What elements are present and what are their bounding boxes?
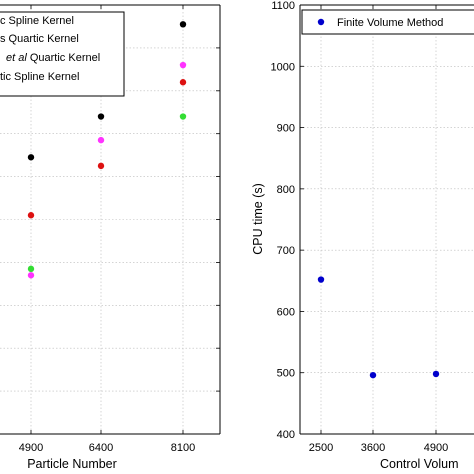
legend-entry-1: Finite Volume Method	[337, 17, 443, 29]
legend-entry-italic: et al	[6, 52, 27, 64]
y-tick-label: 800	[277, 184, 295, 196]
data-point-series-1	[179, 21, 187, 28]
y-tick-label: 600	[277, 306, 295, 318]
legend-entry-4: tic Spline Kernel	[0, 71, 80, 83]
legend-entry-3: et al Quartic Kernel	[6, 52, 100, 64]
legend-entry-suffix: Quartic Kernel	[27, 52, 100, 64]
legend-marker	[317, 18, 325, 26]
data-point-series-2	[179, 61, 187, 69]
y-tick-label: 500	[277, 368, 295, 380]
x-tick-label: 4900	[19, 442, 43, 454]
data-point-series-3	[97, 162, 105, 170]
data-point-series-3	[179, 79, 187, 86]
data-point-series-3	[27, 212, 35, 219]
data-point-series-4	[27, 265, 35, 273]
y-tick-label: 700	[277, 245, 295, 257]
legend-entry-2: s Quartic Kernel	[0, 33, 79, 45]
data-point-series-1	[369, 371, 377, 379]
x-tick-label: 2500	[309, 442, 333, 454]
x-tick-label: 4900	[424, 442, 448, 454]
x-axis-title: Particle Number	[27, 457, 117, 471]
x-tick-label: 8100	[171, 442, 195, 454]
data-point-series-1	[27, 154, 35, 161]
y-tick-label: 400	[277, 429, 295, 441]
legend-entry-1: c Spline Kernel	[0, 15, 74, 27]
data-point-series-1	[317, 276, 325, 283]
y-tick-label: 900	[277, 123, 295, 135]
data-point-series-1	[97, 113, 105, 120]
x-axis-title: Control Volum	[380, 457, 459, 471]
x-tick-label: 6400	[89, 442, 113, 454]
y-axis-title: CPU time (s)	[251, 183, 265, 255]
plot-area	[300, 5, 474, 434]
data-point-series-4	[179, 113, 187, 120]
right-chart: 400 500 600 700 800 900 1000 1100 2500 3600 4900 Fi…	[251, 0, 474, 471]
legend-box	[0, 11, 125, 97]
data-point-series-2	[27, 272, 35, 279]
data-point-series-1	[432, 370, 440, 378]
x-tick-label: 3600	[361, 442, 385, 454]
y-tick-label: 1000	[271, 61, 295, 73]
data-point-series-2	[97, 136, 105, 144]
legend-box	[301, 9, 474, 35]
y-tick-label: 1100	[271, 0, 295, 12]
left-chart: 4900 6400 8100 c Spline Kernel s Quartic Ker…	[0, 4, 221, 471]
